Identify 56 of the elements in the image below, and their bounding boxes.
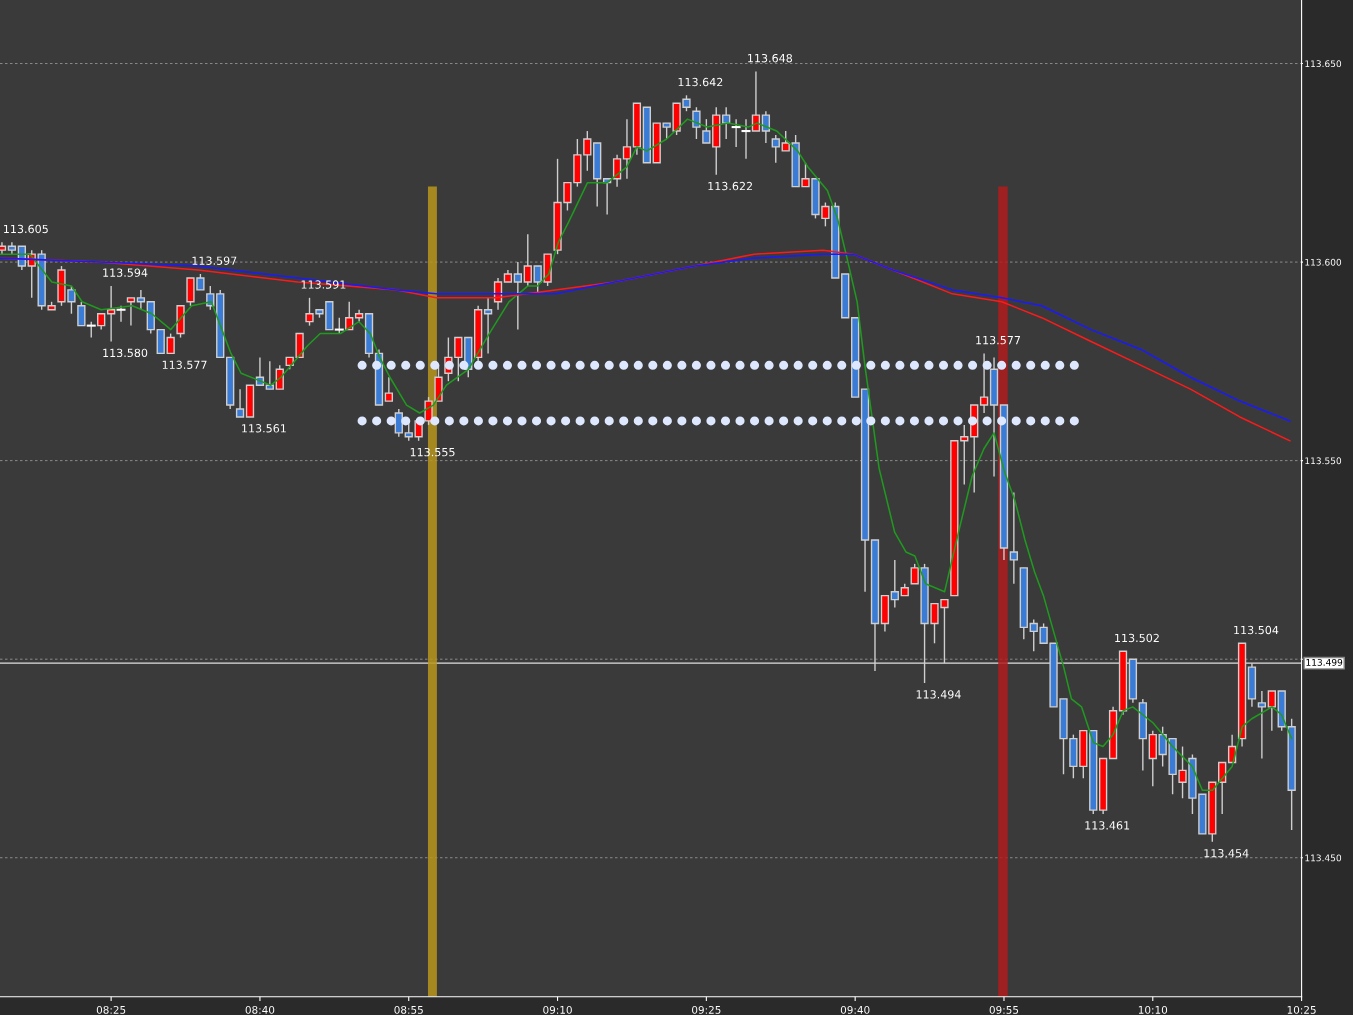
x-tick-label: 09:40 (840, 1005, 870, 1014)
candlestick (483, 297, 493, 355)
y-tick-label: 113.550 (1305, 457, 1342, 465)
x-tick-label: 09:10 (543, 1005, 572, 1014)
candlestick (116, 305, 126, 323)
annotation: 113.642 (678, 77, 723, 87)
annotation: 113.648 (748, 53, 793, 63)
annotation: 113.461 (1085, 821, 1130, 830)
candlestick (136, 289, 146, 311)
y-tick-label: 113.450 (1305, 854, 1342, 862)
candlestick (1257, 690, 1267, 760)
candlestick (731, 118, 741, 148)
candlestick (751, 70, 761, 132)
candlestick (622, 118, 632, 180)
annotation: 113.577 (976, 335, 1020, 345)
candlestick (692, 106, 701, 140)
annotation: 113.561 (242, 424, 286, 433)
x-tick-label: 08:25 (96, 1005, 126, 1014)
candlestick (126, 297, 136, 327)
candlestick (1009, 491, 1019, 585)
annotation: 113.597 (192, 256, 237, 265)
annotation: 113.555 (410, 447, 455, 457)
x-tick-label: 09:25 (692, 1005, 721, 1014)
candlestick (722, 106, 731, 140)
annotation: 113.594 (103, 268, 148, 277)
candlestick (1148, 729, 1157, 787)
candlestick (741, 118, 751, 160)
annotation: 113.494 (916, 690, 961, 699)
ref-line-label: 113.499 (1306, 658, 1343, 666)
candlestick (979, 352, 989, 414)
candlestick (513, 261, 523, 331)
annotation: 113.502 (1115, 633, 1159, 643)
y-tick-label: 113.650 (1305, 60, 1342, 68)
x-tick-label: 10:25 (1287, 1005, 1316, 1014)
candlestick (394, 408, 403, 438)
candlestick (761, 110, 771, 144)
annotation: 113.504 (1234, 625, 1279, 635)
candlestick (235, 388, 245, 418)
annotation: 113.605 (4, 224, 48, 234)
annotation: 113.622 (708, 181, 752, 191)
y-tick-label: 113.600 (1305, 258, 1342, 266)
candlestick (384, 376, 394, 402)
candlestick (265, 360, 274, 390)
x-tick-label: 10:10 (1138, 1005, 1168, 1014)
annotation: 113.580 (103, 348, 148, 358)
x-tick-label: 08:55 (394, 1005, 423, 1014)
annotation: 113.454 (1204, 849, 1249, 858)
x-tick-label: 08:40 (245, 1005, 275, 1014)
candlestick (960, 424, 969, 486)
candlestick (77, 301, 86, 327)
candlestick (1267, 690, 1276, 732)
annotation: 113.577 (162, 360, 207, 369)
candlestick (890, 559, 899, 609)
x-tick-label: 09:55 (989, 1005, 1019, 1014)
candlestick (523, 233, 532, 287)
candlestick (771, 134, 780, 164)
